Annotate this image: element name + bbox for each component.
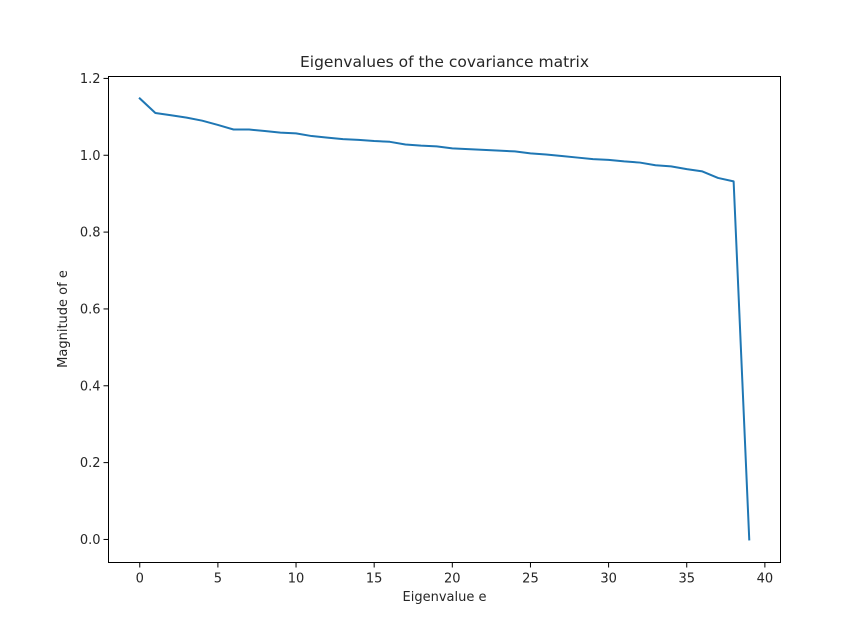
y-axis-label: Magnitude of e bbox=[56, 270, 71, 368]
x-tick-label: 5 bbox=[214, 572, 222, 587]
y-tick-label: 1.0 bbox=[80, 149, 101, 164]
x-tick-label: 25 bbox=[522, 572, 539, 587]
x-tick-label: 0 bbox=[136, 572, 144, 587]
x-tick-label: 30 bbox=[600, 572, 617, 587]
y-tick-label: 0.6 bbox=[80, 302, 101, 317]
x-axis-label: Eigenvalue e bbox=[403, 590, 487, 605]
axes-frame bbox=[108, 76, 781, 563]
x-tick-label: 20 bbox=[444, 572, 461, 587]
y-tick-label: 0.8 bbox=[80, 226, 101, 241]
y-tick-label: 0.0 bbox=[80, 533, 101, 548]
y-tick-label: 1.2 bbox=[80, 72, 101, 87]
plot-area: 0 5 10 15 20 25 30 35 40 0.0 0.2 0.4 0.6 0.8 1.0 1.2 bbox=[80, 72, 781, 587]
y-tick-label: 0.2 bbox=[80, 456, 101, 471]
chart-title: Eigenvalues of the covariance matrix bbox=[300, 53, 589, 71]
x-tick-label: 15 bbox=[366, 572, 383, 587]
y-tick-label: 0.4 bbox=[80, 379, 101, 394]
x-tick-label: 10 bbox=[288, 572, 305, 587]
x-tick-label: 40 bbox=[757, 572, 774, 587]
x-tick-label: 35 bbox=[678, 572, 695, 587]
series-line-0 bbox=[138, 96, 751, 541]
